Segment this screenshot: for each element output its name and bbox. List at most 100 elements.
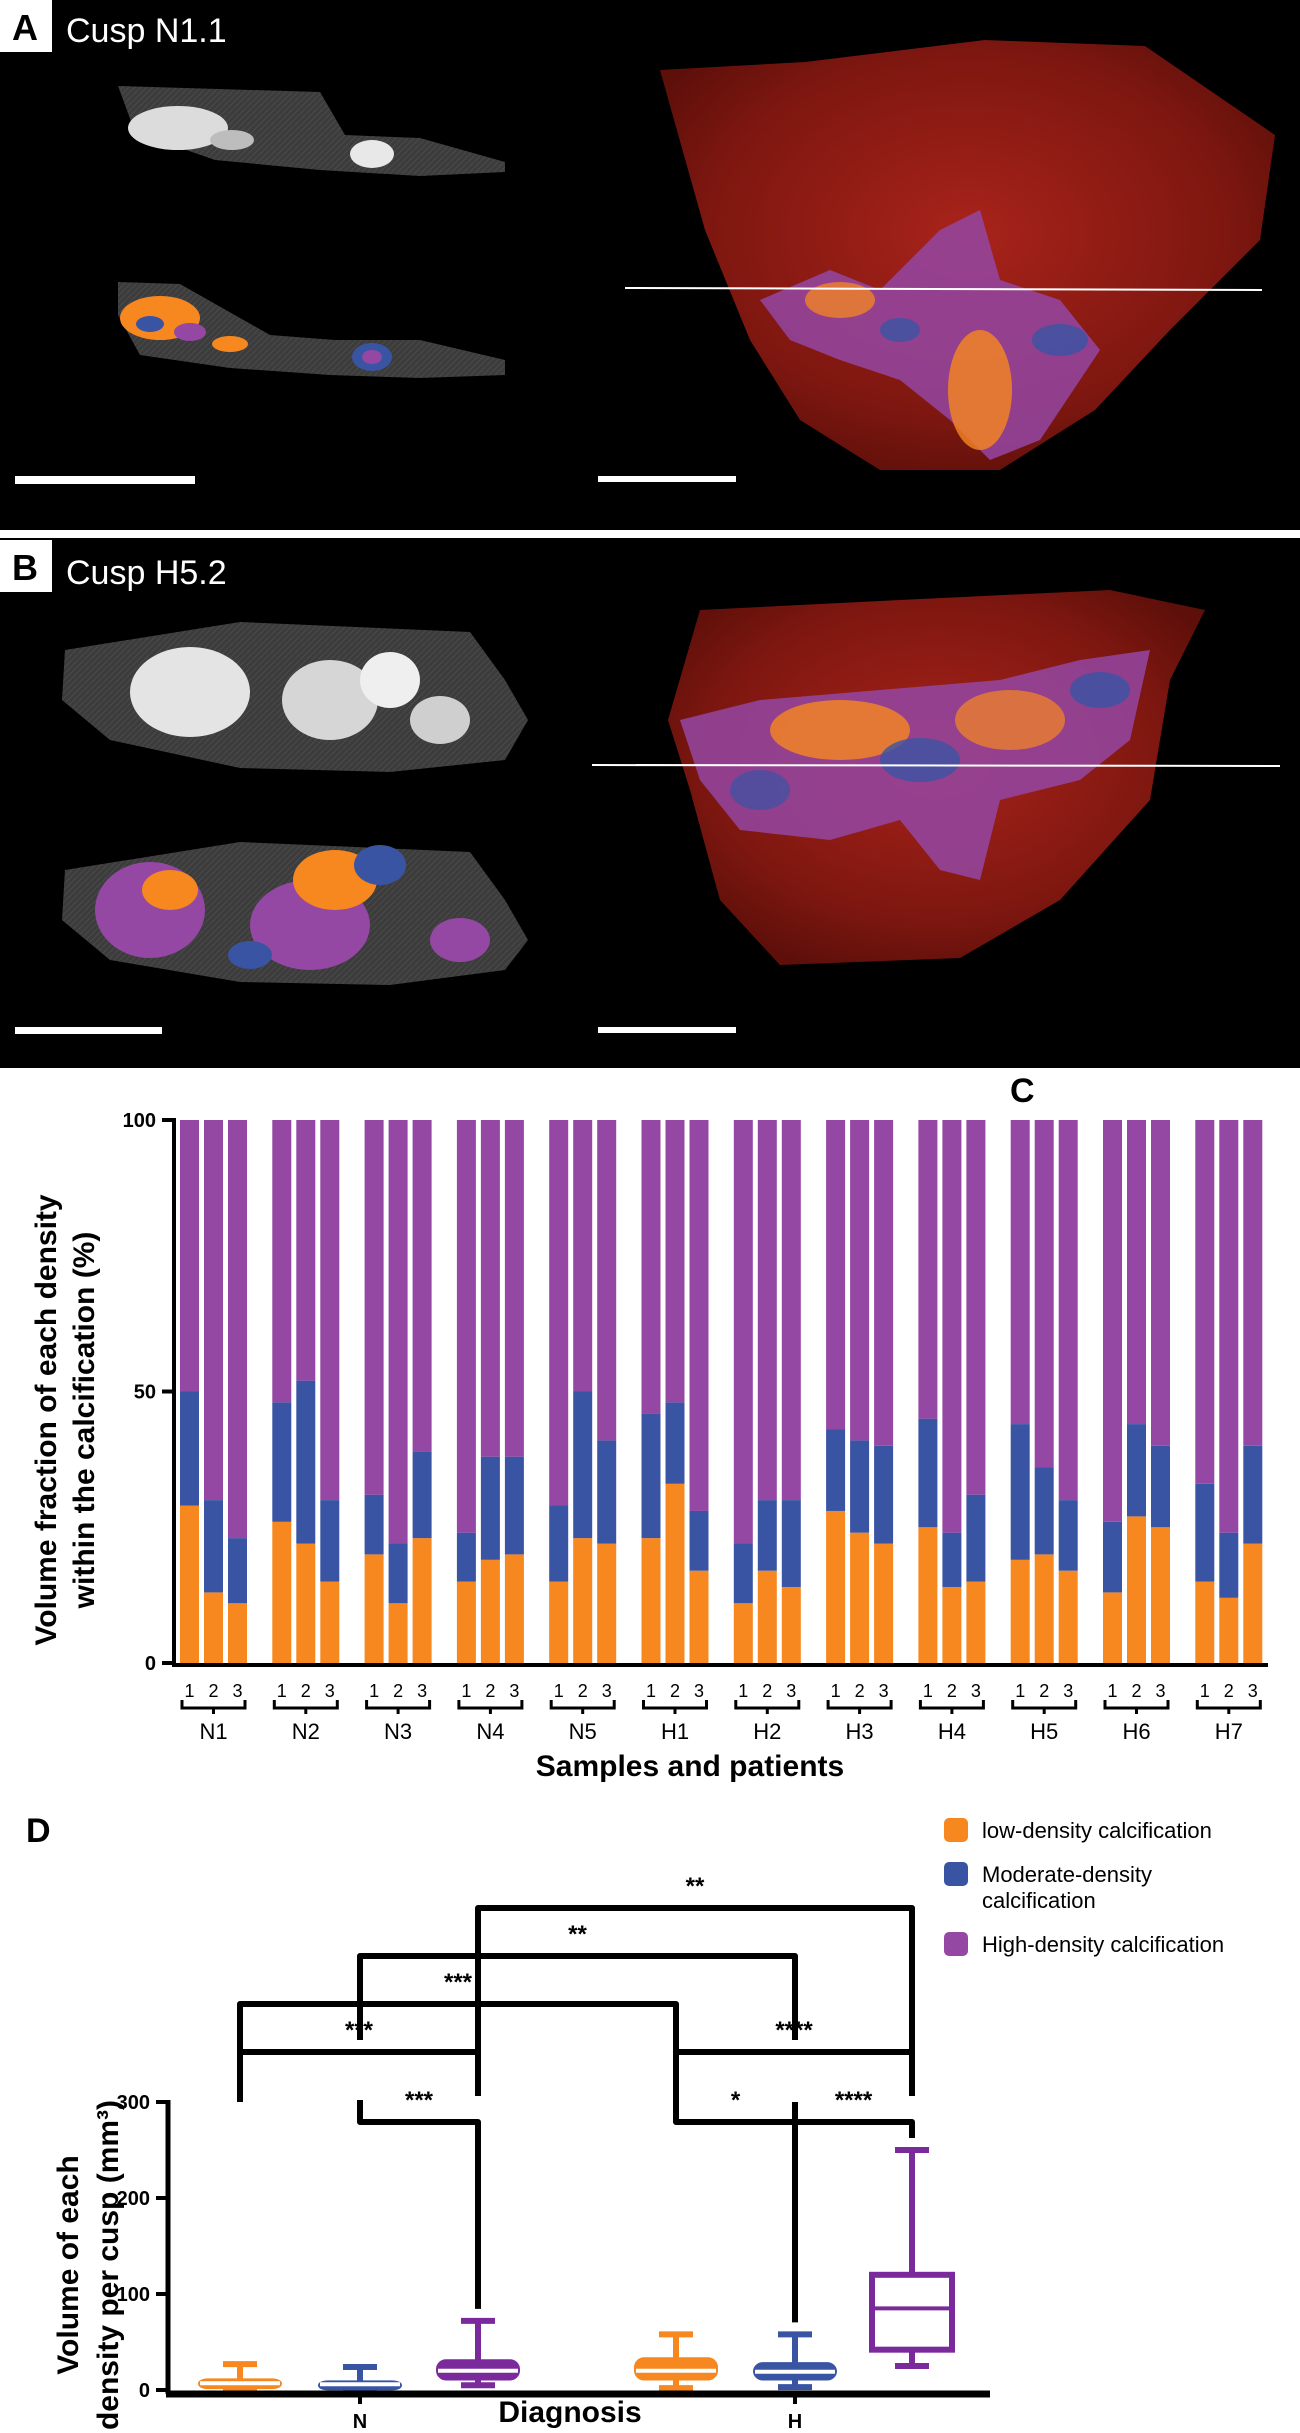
sample-label: 2 [485, 1681, 495, 1701]
bar-N2-1-moderate [272, 1402, 292, 1522]
sample-label: 2 [762, 1681, 772, 1701]
sample-label: 2 [670, 1681, 680, 1701]
bar-H4-1-moderate [918, 1418, 938, 1528]
sample-label: 3 [879, 1681, 889, 1701]
sample-label: 3 [232, 1681, 242, 1701]
sig-label: ** [568, 1921, 587, 1948]
bar-N3-2-high [388, 1120, 408, 1544]
panel-a-letter-box [0, 0, 52, 52]
chart-d-legend: low-density calcification Moderate-densit… [944, 1818, 1224, 1957]
bar-H7-2-moderate [1219, 1532, 1239, 1598]
bar-H5-2-high [1034, 1120, 1054, 1468]
chart-d-ylabel-line1: Volume of each [52, 2155, 85, 2375]
sample-label: 2 [208, 1681, 218, 1701]
sample-label: 2 [1224, 1681, 1234, 1701]
group-bracket [549, 1700, 616, 1714]
bar-H7-3-moderate [1243, 1445, 1263, 1544]
bar-N5-1-moderate [549, 1505, 569, 1582]
bar-N1-2-moderate [204, 1500, 223, 1593]
bar-N4-1-moderate [456, 1532, 476, 1582]
bar-N5-2-low [573, 1538, 593, 1663]
legend-label: High-density calcification [982, 1932, 1224, 1957]
bar-H6-3-moderate [1151, 1445, 1170, 1528]
bar-N5-3-high [597, 1120, 617, 1441]
bar-H3-3-low [874, 1543, 894, 1663]
sample-label: 3 [1248, 1681, 1258, 1701]
chart-d-box-plot: D low-density calcification Moderate-dens… [26, 1812, 1224, 2433]
group-label-H7: H7 [1215, 1719, 1243, 1744]
bar-H4-3-low [966, 1581, 986, 1663]
bar-N2-2-high [296, 1120, 316, 1381]
box-N-high [436, 2317, 520, 2389]
chart-d-y-tick-label: 100 [117, 2284, 150, 2306]
panel-c-letter: C [1010, 1072, 1035, 1110]
group-bracket [1103, 1700, 1170, 1714]
sample-label: 1 [1200, 1681, 1210, 1701]
sample-label: 3 [786, 1681, 796, 1701]
bar-N5-1-high [549, 1120, 569, 1506]
bar-N5-3-moderate [597, 1440, 617, 1544]
bar-N2-2-low [296, 1543, 316, 1663]
bar-H1-1-moderate [641, 1413, 661, 1539]
box-N-moderate [318, 2363, 402, 2393]
bar-H1-2-high [665, 1120, 685, 1403]
bar-H5-1-moderate [1010, 1424, 1030, 1560]
sample-label: 1 [646, 1681, 656, 1701]
bar-N2-3-moderate [320, 1500, 340, 1582]
group-bracket [180, 1700, 247, 1714]
bar-N2-1-low [272, 1521, 292, 1663]
panel-b-cross-section-segmented [62, 842, 528, 985]
group-bracket [272, 1700, 339, 1714]
sig-bracket-N-moderate-N-high: *** [357, 2087, 481, 2309]
panel-a-scale-bar-right [598, 476, 736, 482]
sample-label: 3 [694, 1681, 704, 1701]
bar-N1-3-moderate [228, 1538, 247, 1604]
bar-H1-2-low [665, 1483, 685, 1663]
chart-c-y-tick-label: 50 [134, 1382, 156, 1404]
bar-N1-1-moderate [180, 1391, 199, 1506]
sample-label: 2 [1131, 1681, 1141, 1701]
sig-label: **** [775, 2017, 813, 2044]
chart-c-ylabel-line2: within the calcification (%) [68, 1232, 101, 1610]
sample-label: 1 [1107, 1681, 1117, 1701]
bar-N4-1-low [456, 1581, 476, 1663]
legend-swatch-0 [944, 1818, 968, 1842]
bar-H5-3-high [1058, 1120, 1078, 1501]
panel-b-title: Cusp H5.2 [66, 554, 227, 592]
bar-H4-3-moderate [966, 1494, 986, 1582]
chart-c-y-axis: 0 50 100 [123, 1110, 176, 1675]
chart-d-y-axis: 0 100 200 300 [117, 2092, 171, 2402]
sample-label: 1 [831, 1681, 841, 1701]
bar-H2-3-high [781, 1120, 801, 1501]
panel-a-letter: A [12, 7, 38, 48]
legend-label: calcification [982, 1888, 1096, 1913]
group-label-H4: H4 [938, 1719, 966, 1744]
sample-label: 2 [1039, 1681, 1049, 1701]
bar-N5-2-moderate [573, 1391, 593, 1539]
bar-N3-3-high [412, 1120, 432, 1452]
panel-d-letter: D [26, 1812, 51, 1850]
bar-H6-2-low [1127, 1516, 1146, 1663]
legend-label: Moderate-density [982, 1862, 1152, 1887]
legend-swatch-1 [944, 1862, 968, 1886]
chart-c-y-tick-label: 100 [123, 1110, 156, 1132]
group-label-N2: N2 [292, 1719, 320, 1744]
group-label-H2: H2 [753, 1719, 781, 1744]
panel-a-cross-section-segmented [118, 282, 505, 378]
sample-label: 3 [1155, 1681, 1165, 1701]
bar-H2-1-moderate [733, 1543, 753, 1604]
bar-N1-3-low [228, 1603, 247, 1663]
sig-label: **** [835, 2087, 873, 2114]
bar-N2-3-high [320, 1120, 340, 1501]
bar-H5-3-moderate [1058, 1500, 1078, 1571]
bar-N3-2-low [388, 1603, 408, 1663]
bar-H1-1-high [641, 1120, 661, 1414]
bar-N5-2-high [573, 1120, 593, 1392]
bar-H7-1-high [1195, 1120, 1215, 1484]
panel-a-3d-reconstruction [624, 40, 1275, 470]
chart-c-y-tick-label: 0 [145, 1653, 156, 1675]
bar-H5-1-high [1010, 1120, 1030, 1425]
sample-label: 3 [417, 1681, 427, 1701]
bar-N3-3-moderate [412, 1451, 432, 1539]
bar-H4-2-high [942, 1120, 962, 1533]
